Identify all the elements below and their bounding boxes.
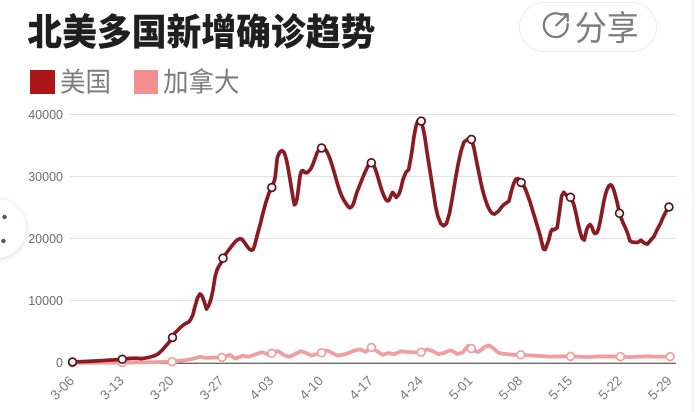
svg-text:0: 0 (56, 356, 63, 370)
svg-text:3-27: 3-27 (197, 373, 227, 403)
svg-text:5-08: 5-08 (496, 373, 526, 403)
svg-text:5-29: 5-29 (645, 373, 675, 403)
svg-text:30000: 30000 (28, 170, 63, 184)
svg-text:4-10: 4-10 (297, 373, 327, 403)
svg-text:3-13: 3-13 (97, 373, 127, 403)
svg-text:5-22: 5-22 (595, 373, 625, 403)
svg-text:5-01: 5-01 (446, 373, 476, 403)
svg-text:4-03: 4-03 (247, 373, 277, 403)
svg-text:5-15: 5-15 (546, 373, 576, 403)
svg-text:4-17: 4-17 (346, 373, 376, 403)
svg-text:4-24: 4-24 (396, 373, 426, 403)
svg-text:3-20: 3-20 (147, 373, 177, 403)
svg-text:40000: 40000 (28, 108, 63, 122)
svg-text:20000: 20000 (28, 232, 63, 246)
svg-text:3-06: 3-06 (47, 373, 77, 403)
svg-text:10000: 10000 (28, 294, 63, 308)
